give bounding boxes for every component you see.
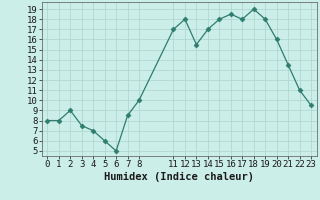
X-axis label: Humidex (Indice chaleur): Humidex (Indice chaleur) bbox=[104, 172, 254, 182]
